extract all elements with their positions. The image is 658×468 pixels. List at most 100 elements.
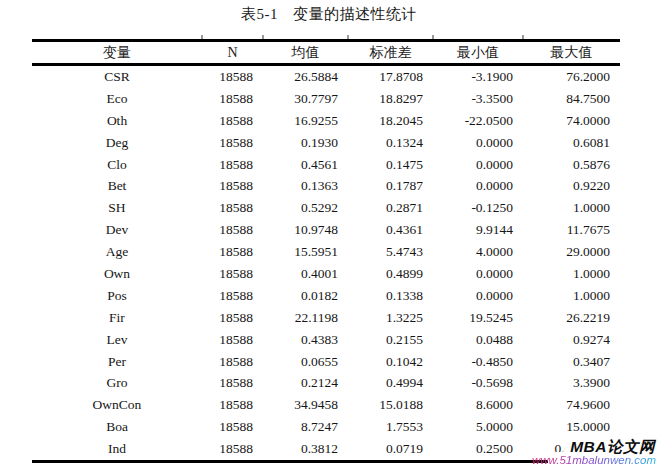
value-cell: 29.0000 [523,241,620,263]
table-row: Pos185880.01820.13380.00001.0000 [32,285,620,307]
value-cell: 1.0000 [523,263,620,285]
value-cell: 18588 [202,394,263,416]
value-cell: 9.9144 [433,219,523,241]
scan-tick [201,35,203,39]
value-cell: 0.1930 [263,132,348,154]
column-header-max: 最大值 [523,41,620,65]
value-cell: 0.2124 [263,372,348,394]
variable-name-cell: CSR [32,65,202,88]
value-cell: 18588 [202,65,263,88]
column-header-variable: 变量 [32,41,202,65]
scan-tick [262,35,264,39]
value-cell: 15.5951 [263,241,348,263]
value-cell: 0.0182 [263,285,348,307]
value-cell: 3.3900 [523,372,620,394]
variable-name-cell: Lev [32,329,202,351]
value-cell: 1.0000 [523,285,620,307]
variable-name-cell: Eco [32,88,202,110]
value-cell: 0.1787 [348,175,433,197]
value-cell: 18588 [202,132,263,154]
column-header-min: 最小值 [433,41,523,65]
table-row: Oth1858816.925518.2045-22.050074.0000 [32,110,620,132]
value-cell: 19.5245 [433,307,523,329]
variable-name-cell: Deg [32,132,202,154]
table-row: CSR1858826.588417.8708-3.190076.2000 [32,65,620,88]
value-cell: 18588 [202,329,263,351]
value-cell: 0.4001 [263,263,348,285]
table-row: Fir1858822.11981.322519.524526.2219 [32,307,620,329]
value-cell: 0.1475 [348,154,433,176]
value-cell: 18588 [202,154,263,176]
stats-table: 变量 N 均值 标准差 最小值 最大值 CSR1858826.588417.87… [32,39,620,463]
table-caption-number: 表5-1 [241,6,278,22]
value-cell: 34.9458 [263,394,348,416]
variable-name-cell: Fir [32,307,202,329]
value-cell: 18588 [202,197,263,219]
value-cell: 0.0000 [433,285,523,307]
variable-name-cell: Pos [32,285,202,307]
value-cell: 74.9600 [523,394,620,416]
value-cell: 0.0655 [263,351,348,373]
value-cell: 0.1042 [348,351,433,373]
value-cell: 0.9274 [523,329,620,351]
value-cell: 76.2000 [523,65,620,88]
table-row: Own185880.40010.48990.00001.0000 [32,263,620,285]
value-cell: 18588 [202,241,263,263]
value-cell: 0.4899 [348,263,433,285]
value-cell: -22.0500 [433,110,523,132]
variable-name-cell: Bet [32,175,202,197]
value-cell: 17.8708 [348,65,433,88]
value-cell: 18588 [202,175,263,197]
value-cell: -3.3500 [433,88,523,110]
value-cell: 0.0000 [433,175,523,197]
table-row: Clo185880.45610.14750.00000.5876 [32,154,620,176]
value-cell: 18588 [202,416,263,438]
value-cell: 84.7500 [523,88,620,110]
scan-tick [347,35,349,39]
table-row: OwnCon1858834.945815.01888.600074.9600 [32,394,620,416]
value-cell: -0.1250 [433,197,523,219]
value-cell: 15.0000 [523,416,620,438]
value-cell: 18588 [202,438,263,461]
table-row: Eco1858830.779718.8297-3.350084.7500 [32,88,620,110]
table-row: SH185880.52920.2871-0.12501.0000 [32,197,620,219]
table-row: Gro185880.21240.4994-0.56983.3900 [32,372,620,394]
value-cell: -3.1900 [433,65,523,88]
value-cell: 11.7675 [523,219,620,241]
value-cell: 18.2045 [348,110,433,132]
value-cell: 8.6000 [433,394,523,416]
watermark-url-link: www.51mbalunwen.com [526,453,656,468]
variable-name-cell: SH [32,197,202,219]
value-cell: 0.5292 [263,197,348,219]
table-row: Deg185880.19300.13240.00000.6081 [32,132,620,154]
value-cell: 0.4383 [263,329,348,351]
value-cell: 0.0719 [348,438,433,461]
variable-name-cell: Boa [32,416,202,438]
variable-name-cell: OwnCon [32,394,202,416]
value-cell: 1.0000 [523,197,620,219]
value-cell: 18588 [202,372,263,394]
descriptive-statistics-table: 变量 N 均值 标准差 最小值 最大值 CSR1858826.588417.87… [32,39,620,463]
column-header-mean: 均值 [263,41,348,65]
value-cell: 10.9748 [263,219,348,241]
value-cell: 0.9220 [523,175,620,197]
value-cell: 26.2219 [523,307,620,329]
value-cell: 18588 [202,351,263,373]
value-cell: 0.0000 [433,263,523,285]
value-cell: 5.0000 [433,416,523,438]
value-cell: 0.2155 [348,329,433,351]
table-row: Dev1858810.97480.43619.914411.7675 [32,219,620,241]
value-cell: 0.2500 [433,438,523,461]
table-row: Age1858815.59515.47434.000029.0000 [32,241,620,263]
value-cell: 18588 [202,285,263,307]
value-cell: 0.3407 [523,351,620,373]
value-cell: 26.5884 [263,65,348,88]
value-cell: 18588 [202,88,263,110]
value-cell: 18588 [202,263,263,285]
value-cell: 18588 [202,307,263,329]
value-cell: 0.1324 [348,132,433,154]
table-body: CSR1858826.588417.8708-3.190076.2000Eco1… [32,65,620,462]
value-cell: 0.3812 [263,438,348,461]
scan-tick [522,35,524,39]
value-cell: 0.1363 [263,175,348,197]
